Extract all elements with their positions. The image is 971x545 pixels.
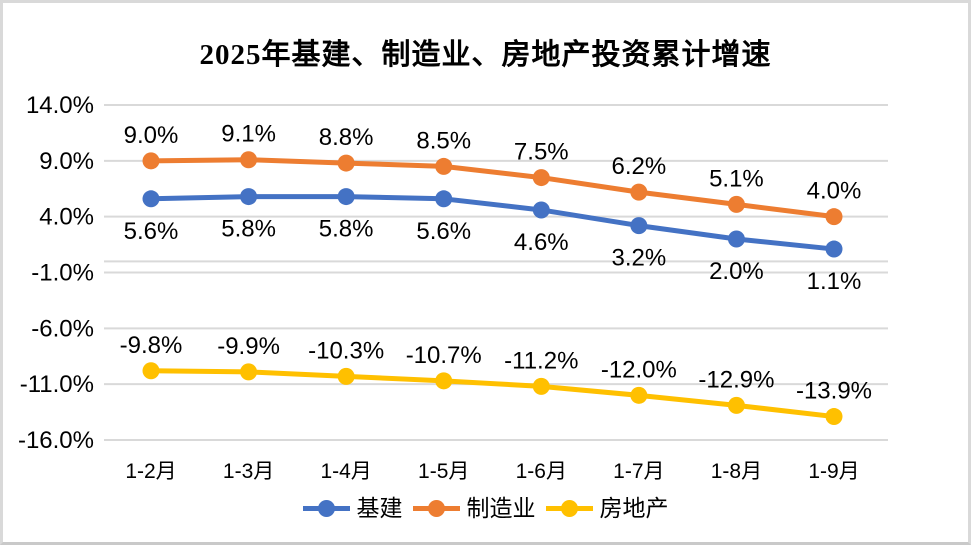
series-marker-房地产 — [435, 372, 453, 390]
data-label-基建: 5.8% — [221, 216, 276, 243]
data-label-制造业: 9.0% — [124, 122, 179, 149]
series-marker-基建 — [727, 230, 745, 248]
series-marker-制造业 — [240, 151, 258, 169]
data-label-基建: 4.6% — [514, 229, 569, 256]
legend-item-房地产: 房地产 — [545, 496, 669, 521]
x-axis-tick-label: 1-3月 — [223, 460, 274, 483]
y-axis-tick-label: -1.0% — [31, 260, 94, 287]
x-axis-tick-label: 1-2月 — [125, 460, 176, 483]
series-marker-制造业 — [435, 157, 453, 175]
chart-title: 2025年基建、制造业、房地产投资累计增速 — [199, 39, 772, 71]
data-label-基建: 5.6% — [416, 218, 471, 245]
x-axis-tick-label: 1-6月 — [516, 460, 567, 483]
data-label-制造业: 9.1% — [221, 121, 276, 148]
series-marker-基建 — [240, 188, 258, 206]
data-label-房地产: -10.7% — [406, 342, 482, 369]
data-label-房地产: -9.9% — [217, 333, 280, 360]
series-marker-基建 — [825, 240, 843, 258]
series-marker-基建 — [630, 217, 648, 235]
data-label-制造业: 8.5% — [416, 127, 471, 154]
series-line-房地产 — [148, 368, 837, 420]
series-marker-房地产 — [142, 362, 160, 380]
series-marker-基建 — [142, 190, 160, 208]
series-marker-制造业 — [630, 183, 648, 201]
legend-marker-icon — [545, 500, 593, 517]
data-label-基建: 3.2% — [612, 245, 667, 272]
data-label-基建: 1.1% — [807, 268, 862, 295]
series-marker-房地产 — [337, 367, 355, 385]
data-label-基建: 2.0% — [709, 258, 764, 285]
x-axis-tick-label: 1-8月 — [711, 460, 762, 483]
y-axis-tick-label: 14.0% — [26, 92, 94, 119]
legend-item-制造业: 制造业 — [412, 496, 536, 521]
data-label-房地产: -13.9% — [796, 378, 872, 405]
data-label-制造业: 7.5% — [514, 139, 569, 166]
legend-item-基建: 基建 — [302, 496, 403, 521]
y-axis-tick-label: -16.0% — [18, 427, 94, 454]
data-label-基建: 5.8% — [319, 216, 374, 243]
y-axis-tick-label: -6.0% — [31, 315, 94, 342]
legend-label: 制造业 — [466, 496, 536, 521]
series-marker-制造业 — [337, 154, 355, 172]
data-label-房地产: -11.2% — [504, 347, 578, 374]
data-label-制造业: 5.1% — [709, 165, 764, 192]
y-axis-tick-label: -11.0% — [20, 371, 94, 398]
data-label-房地产: -9.8% — [120, 332, 183, 359]
legend-label: 房地产 — [599, 496, 669, 521]
series-marker-制造业 — [532, 169, 550, 187]
series-marker-基建 — [532, 201, 550, 219]
legend-label: 基建 — [356, 496, 403, 521]
series-marker-房地产 — [727, 396, 745, 414]
series-marker-制造业 — [825, 208, 843, 226]
data-label-房地产: -10.3% — [308, 337, 384, 364]
x-axis-tick-label: 1-4月 — [320, 460, 371, 483]
x-axis-tick-label: 1-9月 — [808, 460, 859, 483]
series-marker-房地产 — [825, 408, 843, 426]
x-axis-tick-label: 1-5月 — [418, 460, 469, 483]
series-marker-基建 — [337, 188, 355, 206]
series-marker-制造业 — [142, 152, 160, 170]
data-label-房地产: -12.0% — [601, 356, 677, 383]
series-line-制造业 — [148, 157, 837, 220]
y-axis-tick-label: 9.0% — [39, 148, 94, 175]
series-marker-基建 — [435, 190, 453, 208]
series-marker-房地产 — [532, 377, 550, 395]
series-line-基建 — [148, 194, 837, 252]
y-axis-tick-label: 4.0% — [39, 204, 94, 231]
series-marker-房地产 — [240, 363, 258, 381]
data-label-制造业: 6.2% — [612, 153, 667, 180]
x-axis-tick-label: 1-7月 — [613, 460, 664, 483]
legend-marker-icon — [302, 500, 350, 517]
data-label-基建: 5.6% — [124, 218, 179, 245]
data-label-房地产: -12.9% — [698, 366, 774, 393]
series-marker-制造业 — [727, 195, 745, 213]
data-label-制造业: 4.0% — [807, 178, 862, 205]
legend-marker-icon — [412, 500, 460, 517]
series-marker-房地产 — [630, 386, 648, 404]
chart-legend: 基建 制造业 房地产 — [3, 497, 968, 520]
data-label-制造业: 8.8% — [319, 124, 374, 151]
